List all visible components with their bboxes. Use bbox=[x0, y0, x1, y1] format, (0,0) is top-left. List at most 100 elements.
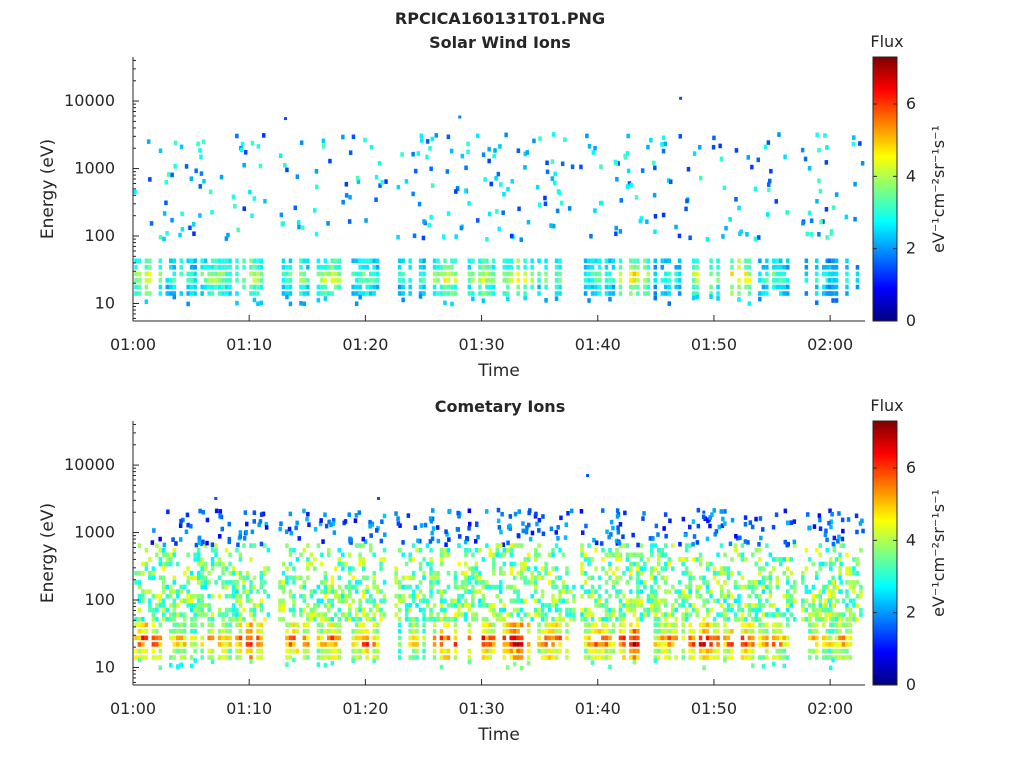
spectrogram-cell bbox=[747, 612, 752, 617]
spectrogram-cell bbox=[545, 160, 549, 166]
spectrogram-cell bbox=[723, 616, 727, 622]
spectrogram-cell bbox=[487, 146, 491, 152]
spectrogram-cell bbox=[323, 580, 328, 585]
spectrogram-cell bbox=[299, 284, 303, 290]
spectrogram-cell bbox=[691, 642, 696, 647]
spectrogram-cell bbox=[523, 165, 527, 170]
spectrogram-cell bbox=[169, 557, 173, 562]
spectrogram-cell bbox=[719, 509, 723, 514]
spectrogram-cell bbox=[203, 566, 208, 571]
spectrogram-cell bbox=[416, 151, 421, 156]
spectrogram-cell bbox=[418, 561, 423, 567]
spectrogram-cell bbox=[252, 291, 257, 296]
spectrogram-cell bbox=[677, 233, 682, 239]
spectrogram-cell bbox=[172, 603, 176, 608]
spectrogram-cell bbox=[155, 629, 159, 634]
spectrogram-cell bbox=[822, 622, 826, 628]
spectrogram-cell bbox=[158, 635, 163, 641]
spectrogram-cell bbox=[344, 593, 348, 599]
spectrogram-cell bbox=[148, 278, 152, 283]
spectrogram-cell bbox=[348, 607, 352, 613]
spectrogram-cell bbox=[228, 278, 232, 283]
spectrogram-cell bbox=[554, 655, 559, 660]
spectrogram-cell bbox=[488, 629, 492, 634]
spectrogram-cell bbox=[214, 265, 218, 270]
spectrogram-cell bbox=[580, 612, 584, 617]
spectrogram-cell bbox=[242, 206, 246, 211]
spectrogram-cell bbox=[341, 566, 345, 571]
spectrogram-cell bbox=[636, 291, 640, 296]
spectrogram-cell bbox=[681, 635, 685, 641]
spectrogram-cell bbox=[415, 648, 419, 654]
spectrogram-cell bbox=[509, 561, 513, 567]
spectrogram-cell bbox=[458, 534, 462, 539]
spectrogram-cell bbox=[189, 593, 194, 599]
spectrogram-cell bbox=[615, 552, 619, 558]
spectrogram-cell bbox=[765, 561, 769, 567]
spectrogram-cell bbox=[193, 616, 197, 622]
spectrogram-cell bbox=[730, 265, 734, 270]
spectrogram-cell bbox=[172, 271, 176, 277]
spectrogram-cell bbox=[439, 265, 444, 270]
spectrogram-cell bbox=[537, 622, 541, 628]
spectrogram-cell bbox=[751, 607, 755, 613]
spectrogram-cell bbox=[544, 616, 548, 622]
spectrogram-cell bbox=[288, 291, 293, 296]
spectrogram-cell bbox=[553, 180, 557, 185]
spectrogram-cell bbox=[654, 523, 659, 529]
spectrogram-cell bbox=[249, 284, 253, 290]
spectrogram-cell bbox=[832, 561, 836, 567]
spectrogram-cell bbox=[709, 642, 713, 647]
spectrogram-cell bbox=[203, 561, 208, 567]
spectrogram-cell bbox=[698, 593, 703, 599]
spectrogram-cell bbox=[625, 557, 630, 562]
spectrogram-cell bbox=[221, 284, 225, 290]
spectrogram-cell bbox=[370, 522, 374, 527]
spectrogram-cell bbox=[341, 598, 345, 604]
spectrogram-cell bbox=[207, 265, 211, 270]
spectrogram-cell bbox=[137, 657, 142, 663]
spectrogram-cell bbox=[845, 603, 849, 608]
spectrogram-cell bbox=[141, 589, 145, 594]
spectrogram-cell bbox=[660, 566, 664, 571]
spectrogram-cell bbox=[197, 540, 201, 545]
spectrogram-cell bbox=[526, 580, 531, 585]
spectrogram-cell bbox=[653, 603, 657, 608]
spectrogram-cell bbox=[430, 536, 435, 541]
spectrogram-cell bbox=[165, 593, 169, 599]
spectrogram-cell bbox=[737, 593, 741, 599]
spectrogram-cell bbox=[716, 284, 720, 290]
spectrogram-cell bbox=[492, 153, 496, 159]
spectrogram-cell bbox=[249, 265, 253, 270]
spectrogram-cell bbox=[667, 612, 671, 617]
spectrogram-cell bbox=[583, 278, 588, 283]
spectrogram-cell bbox=[834, 642, 839, 647]
spectrogram-cell bbox=[653, 635, 657, 641]
spectrogram-cell bbox=[509, 547, 513, 553]
spectrogram-cell bbox=[815, 575, 819, 581]
spectrogram-cell bbox=[786, 598, 790, 604]
spectrogram-cell bbox=[375, 607, 380, 613]
spectrogram-cell bbox=[474, 539, 478, 544]
spectrogram-cell bbox=[618, 648, 623, 654]
spectrogram-cell bbox=[636, 570, 640, 576]
spectrogram-cell bbox=[330, 603, 334, 608]
spectrogram-cell bbox=[590, 575, 595, 581]
spectrogram-cell bbox=[358, 291, 362, 296]
spectrogram-cell bbox=[288, 284, 293, 290]
spectrogram-cell bbox=[544, 561, 548, 567]
spectrogram-cell bbox=[678, 134, 682, 139]
x-tick-label: 02:00 bbox=[807, 699, 853, 718]
spectrogram-cell bbox=[281, 265, 286, 270]
spectrogram-cell bbox=[723, 566, 727, 571]
spectrogram-cell bbox=[554, 271, 559, 277]
spectrogram-cell bbox=[663, 512, 668, 517]
spectrogram-cell bbox=[660, 278, 664, 283]
spectrogram-cell bbox=[512, 598, 517, 604]
spectrogram-cell bbox=[492, 278, 496, 283]
spectrogram-cell bbox=[408, 265, 412, 270]
spectrogram-cell bbox=[327, 635, 331, 641]
spectrogram-cell bbox=[786, 635, 790, 641]
spectrogram-cell bbox=[207, 629, 211, 634]
spectrogram-cell bbox=[285, 294, 289, 300]
